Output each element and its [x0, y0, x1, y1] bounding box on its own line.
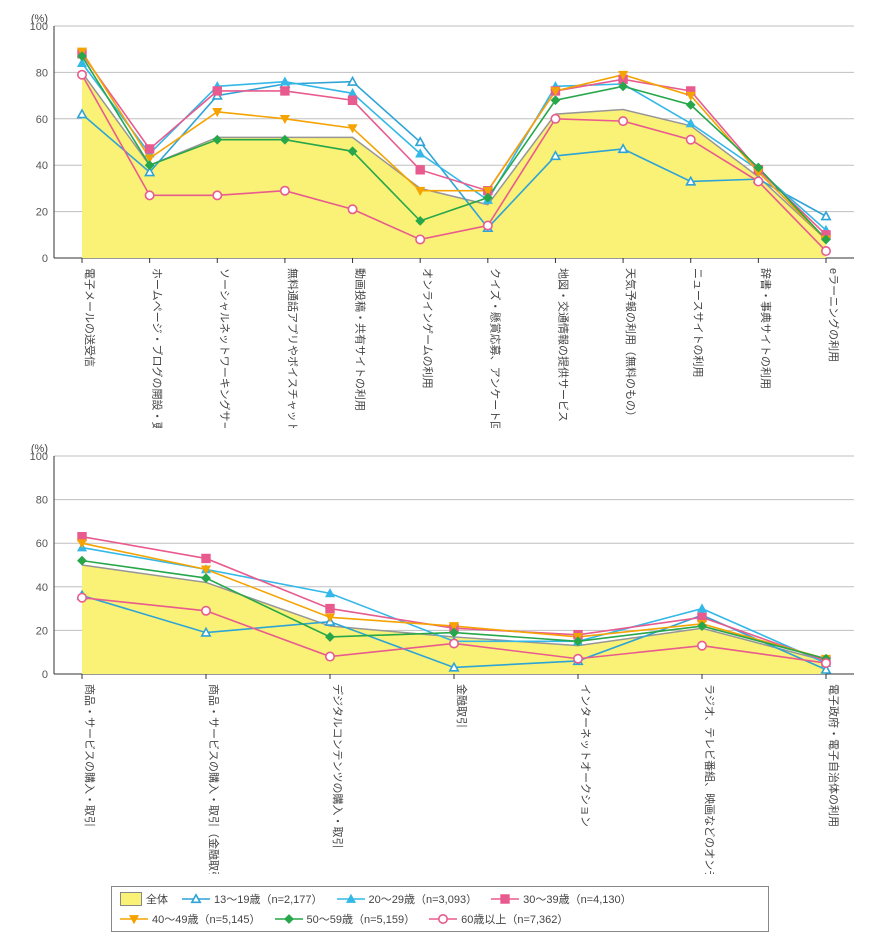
svg-text:40: 40 [36, 160, 48, 172]
svg-text:100: 100 [30, 451, 48, 463]
chart-legend: 全体 13～19歳（n=2,177） 20～29歳（n=3,093） 30～39歳（n… [111, 886, 769, 932]
svg-text:ラジオ、テレビ番組、映画などのオンデマンド配信サービスの利用: ラジオ、テレビ番組、映画などのオンデマンド配信サービスの利用 [703, 684, 717, 874]
svg-text:eラーニングの利用: eラーニングの利用 [827, 268, 841, 362]
svg-text:80: 80 [36, 67, 48, 79]
legend-item-a4049: 40～49歳（n=5,145） [120, 911, 261, 927]
svg-text:0: 0 [42, 253, 48, 265]
legend-label: 全体 [146, 891, 168, 907]
svg-text:商品・サービスの購入・取引（金融取引・デジタルコンテンツ購入: 商品・サービスの購入・取引（金融取引・デジタルコンテンツ購入を除く） [207, 684, 221, 874]
svg-text:電子政府・電子自治体の利用: 電子政府・電子自治体の利用 [827, 684, 841, 827]
svg-text:天気予報の利用（無料のもの）: 天気予報の利用（無料のもの） [624, 268, 638, 422]
top-chart-svg: (%)020406080100電子メールの送受信ホームページ・ブログの開設・更新… [10, 10, 870, 428]
svg-text:80: 80 [36, 495, 48, 507]
svg-text:電子メールの送受信: 電子メールの送受信 [83, 268, 97, 367]
svg-text:オンラインゲームの利用: オンラインゲームの利用 [421, 268, 434, 389]
svg-text:ソーシャルネットワーキングサービスの利用: ソーシャルネットワーキングサービスの利用 [218, 268, 232, 428]
svg-text:商品・サービスの購入・取引: 商品・サービスの購入・取引 [83, 684, 97, 827]
legend-label: 50～59歳（n=5,159） [307, 911, 416, 927]
svg-text:金融取引: 金融取引 [455, 684, 469, 728]
legend-label: 13～19歳（n=2,177） [214, 891, 323, 907]
svg-text:デジタルコンテンツの購入・取引: デジタルコンテンツの購入・取引 [331, 684, 345, 849]
bottom-chart: (%)020406080100商品・サービスの購入・取引商品・サービスの購入・取… [10, 440, 870, 874]
svg-text:インターネットオークション: インターネットオークション [579, 684, 592, 827]
svg-text:100: 100 [30, 21, 48, 33]
svg-text:クイズ・懸賞応募、アンケート回答: クイズ・懸賞応募、アンケート回答 [489, 268, 503, 428]
legend-label: 20～29歳（n=3,093） [369, 891, 478, 907]
top-chart: (%)020406080100電子メールの送受信ホームページ・ブログの開設・更新… [10, 10, 870, 428]
legend-label: 30～39歳（n=4,130） [523, 891, 632, 907]
svg-text:無料通話アプリやボイスチャットの利用: 無料通話アプリやボイスチャットの利用 [286, 268, 300, 428]
svg-text:ニュースサイトの利用: ニュースサイトの利用 [692, 268, 705, 377]
svg-text:動画投稿・共有サイトの利用: 動画投稿・共有サイトの利用 [353, 268, 367, 411]
bottom-chart-svg: (%)020406080100商品・サービスの購入・取引商品・サービスの購入・取… [10, 440, 870, 874]
svg-text:地図・交通情報の提供サービス（無料のもの）: 地図・交通情報の提供サービス（無料のもの） [556, 268, 570, 428]
legend-label: 40～49歳（n=5,145） [152, 911, 261, 927]
svg-text:60: 60 [36, 114, 48, 126]
svg-text:辞書・事典サイトの利用: 辞書・事典サイトの利用 [759, 268, 773, 389]
legend-item-a2029: 20～29歳（n=3,093） [337, 891, 478, 907]
legend-label: 60歳以上（n=7,362） [461, 911, 568, 927]
svg-text:0: 0 [42, 669, 48, 681]
legend-item-a3039: 30～39歳（n=4,130） [491, 891, 632, 907]
legend-item-a1319: 13～19歳（n=2,177） [182, 891, 323, 907]
legend-item-a60p: 60歳以上（n=7,362） [429, 911, 568, 927]
svg-text:60: 60 [36, 538, 48, 550]
legend-item-a5059: 50～59歳（n=5,159） [275, 911, 416, 927]
svg-text:40: 40 [36, 582, 48, 594]
svg-text:ホームページ・ブログの開設・更新又は閲覧・書き込み: ホームページ・ブログの開設・更新又は閲覧・書き込み [150, 268, 164, 428]
legend-item-all: 全体 [120, 891, 168, 907]
svg-text:20: 20 [36, 625, 48, 637]
svg-text:20: 20 [36, 207, 48, 219]
